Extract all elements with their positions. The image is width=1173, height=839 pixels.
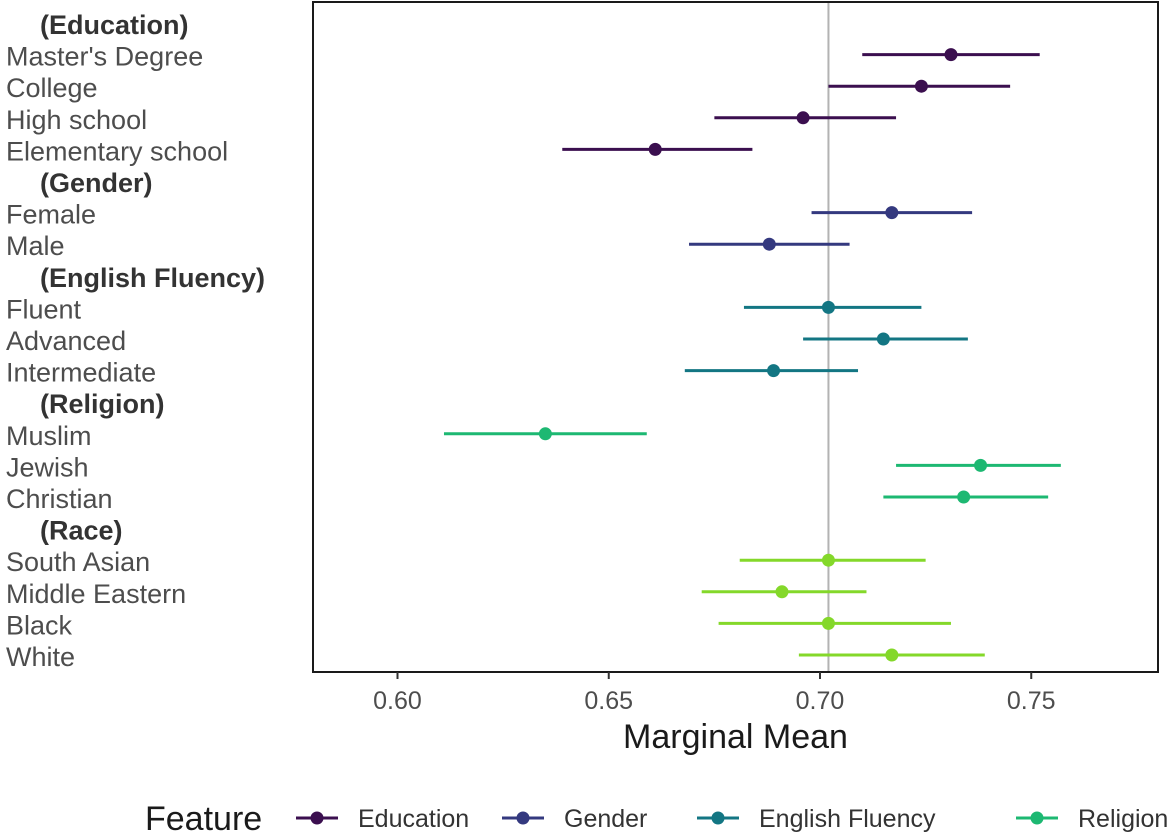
row-label-female: Female bbox=[6, 200, 96, 230]
point-elementary-school bbox=[648, 142, 662, 156]
row-label-college: College bbox=[6, 73, 98, 103]
point-male bbox=[762, 237, 776, 251]
x-axis-label: Marginal Mean bbox=[623, 718, 848, 756]
row-label-master-s-degree: Master's Degree bbox=[6, 42, 203, 72]
point-middle-eastern bbox=[775, 585, 789, 599]
point-south-asian bbox=[821, 553, 835, 567]
legend-key-point-gender bbox=[516, 811, 530, 825]
row-label-south-asian: South Asian bbox=[6, 547, 150, 577]
x-tick-label-0.65: 0.65 bbox=[584, 687, 633, 715]
group-header-education: (Education) bbox=[40, 10, 189, 40]
point-master-s-degree bbox=[944, 48, 958, 62]
legend-key-point-education bbox=[310, 811, 324, 825]
point-white bbox=[885, 648, 899, 662]
legend-label-english-fluency: English Fluency bbox=[759, 805, 936, 833]
point-high-school bbox=[796, 111, 810, 125]
x-tick-label-0.75: 0.75 bbox=[1007, 687, 1056, 715]
point-muslim bbox=[538, 427, 552, 441]
point-jewish bbox=[974, 458, 988, 472]
legend-label-gender: Gender bbox=[564, 805, 647, 833]
legend-label-religion: Religion bbox=[1078, 805, 1168, 833]
row-label-white: White bbox=[6, 642, 75, 672]
row-label-black: Black bbox=[6, 610, 73, 640]
point-advanced bbox=[876, 332, 890, 346]
point-female bbox=[885, 206, 899, 220]
plot-panel-border bbox=[312, 1, 1159, 673]
row-label-high-school: High school bbox=[6, 105, 147, 135]
x-tick-label-0.60: 0.60 bbox=[373, 687, 422, 715]
marks-layer bbox=[443, 48, 1061, 662]
row-label-intermediate: Intermediate bbox=[6, 358, 156, 388]
row-label-advanced: Advanced bbox=[6, 326, 126, 356]
legend-key-point-english-fluency bbox=[711, 811, 725, 825]
point-college bbox=[914, 79, 928, 93]
group-header-english-fluency: (English Fluency) bbox=[40, 263, 265, 293]
legend-key-point-religion bbox=[1030, 811, 1044, 825]
legend-label-education: Education bbox=[358, 805, 469, 833]
point-christian bbox=[957, 490, 971, 504]
row-label-fluent: Fluent bbox=[6, 294, 82, 324]
group-header-race: (Race) bbox=[40, 516, 123, 546]
x-axis: 0.60 0.65 0.70 0.75 bbox=[373, 672, 1056, 715]
x-tick-label-0.70: 0.70 bbox=[796, 687, 845, 715]
legend-title: Feature bbox=[145, 800, 262, 838]
group-header-gender: (Gender) bbox=[40, 168, 153, 198]
point-fluent bbox=[821, 300, 835, 314]
row-label-male: Male bbox=[6, 231, 65, 261]
row-label-jewish: Jewish bbox=[6, 452, 89, 482]
row-label-middle-eastern: Middle Eastern bbox=[6, 579, 186, 609]
group-header-religion: (Religion) bbox=[40, 389, 164, 419]
legend: Feature Education Gender English Fluency Rel… bbox=[145, 800, 1168, 838]
row-label-christian: Christian bbox=[6, 484, 113, 514]
row-label-muslim: Muslim bbox=[6, 421, 92, 451]
row-label-elementary-school: Elementary school bbox=[6, 136, 228, 166]
point-black bbox=[821, 616, 835, 630]
point-intermediate bbox=[767, 364, 781, 378]
